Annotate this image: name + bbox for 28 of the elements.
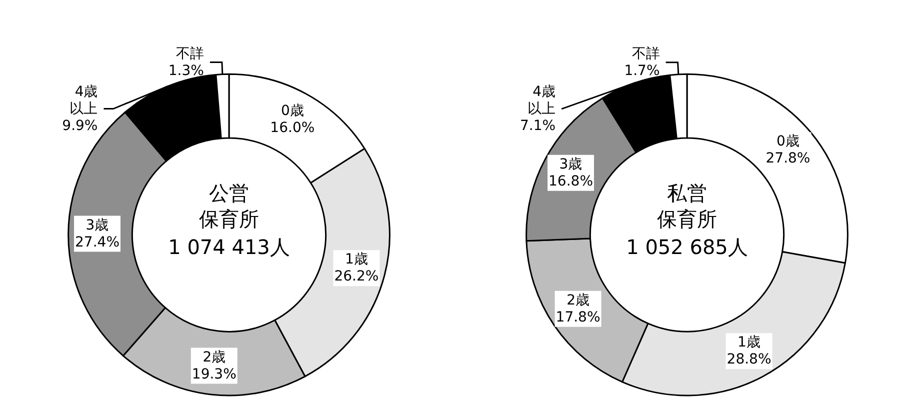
data-label: 27.8% [766,150,810,167]
slice-label: 不詳 [632,46,660,62]
data-label: 9.9% [62,118,98,134]
data-label: 17.8% [556,309,600,326]
data-label: 7.1% [520,118,556,134]
slice-label: 2歳 [566,292,590,308]
text: 1 074 413人 [168,235,290,259]
slice-label: 4歳以上 [70,84,98,117]
slice-label: 1歳 [345,252,368,268]
slice-label: 0歳 [280,102,304,119]
slice-label: 2歳 [202,349,226,366]
slice-label: 1歳 [738,334,760,351]
slice-label: 4歳以上 [528,84,556,117]
slice-label: 0歳 [776,134,800,150]
data-label: 1.3% [168,62,204,79]
data-label: 27.4% [75,234,120,250]
data-label: 26.2% [334,268,379,285]
text: 1 052 685人 [626,235,748,259]
data-label: 19.3% [192,366,236,382]
data-label: 28.8% [726,352,772,368]
text: 私営保育所 [657,181,717,231]
data-label: 16.0% [270,120,315,136]
text: 公営保育所 [199,181,259,231]
data-label: 16.8% [548,173,593,190]
slice-label: 3歳 [86,217,109,234]
slice-label: 3歳 [559,156,582,172]
data-label: 1.7% [624,62,660,79]
slice-label: 不詳 [176,46,204,62]
